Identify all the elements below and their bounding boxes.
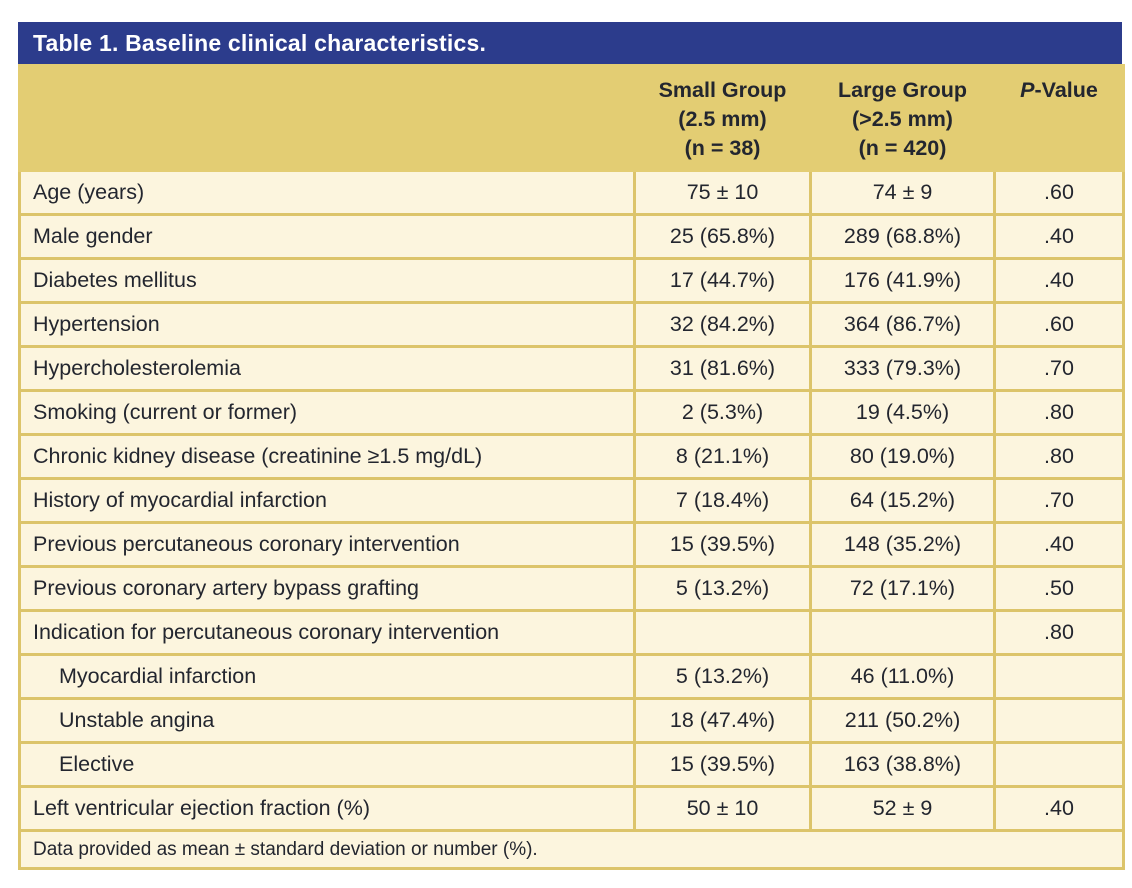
table-row: Age (years) 75 ± 10 74 ± 9 .60	[18, 169, 1125, 216]
cell-pvalue: .70	[993, 477, 1125, 524]
footnote: Data provided as mean ± standard deviati…	[18, 829, 1125, 870]
cell-small-group: 32 (84.2%)	[633, 301, 812, 348]
cell-small-group: 25 (65.8%)	[633, 213, 812, 260]
table-row: Left ventricular ejection fraction (%) 5…	[18, 785, 1125, 832]
header-row: Small Group (2.5 mm) (n = 38) Large Grou…	[18, 64, 1125, 172]
cell-pvalue: .40	[993, 257, 1125, 304]
row-label: Chronic kidney disease (creatinine ≥1.5 …	[18, 433, 636, 480]
cell-pvalue: .60	[993, 301, 1125, 348]
cell-small-group: 8 (21.1%)	[633, 433, 812, 480]
cell-small-group: 31 (81.6%)	[633, 345, 812, 392]
cell-small-group: 7 (18.4%)	[633, 477, 812, 524]
table-row: Previous coronary artery bypass grafting…	[18, 565, 1125, 612]
cell-large-group: 364 (86.7%)	[809, 301, 996, 348]
row-label: Previous coronary artery bypass grafting	[18, 565, 636, 612]
cell-pvalue: .60	[993, 169, 1125, 216]
row-label: Male gender	[18, 213, 636, 260]
cell-small-group: 2 (5.3%)	[633, 389, 812, 436]
cell-small-group: 50 ± 10	[633, 785, 812, 832]
row-label: Myocardial infarction	[18, 653, 636, 700]
row-label: Hypertension	[18, 301, 636, 348]
cell-large-group: 74 ± 9	[809, 169, 996, 216]
cell-pvalue: .80	[993, 433, 1125, 480]
column-header-small-group: Small Group (2.5 mm) (n = 38)	[633, 64, 812, 172]
cell-pvalue	[993, 741, 1125, 788]
table-body: Age (years) 75 ± 10 74 ± 9 .60 Male gend…	[18, 169, 1125, 832]
row-label: History of myocardial infarction	[18, 477, 636, 524]
cell-small-group: 75 ± 10	[633, 169, 812, 216]
table-row: Hypertension 32 (84.2%) 364 (86.7%) .60	[18, 301, 1125, 348]
table-row: Diabetes mellitus 17 (44.7%) 176 (41.9%)…	[18, 257, 1125, 304]
table-row: History of myocardial infarction 7 (18.4…	[18, 477, 1125, 524]
cell-small-group: 15 (39.5%)	[633, 741, 812, 788]
cell-pvalue: .40	[993, 213, 1125, 260]
cell-large-group: 163 (38.8%)	[809, 741, 996, 788]
cell-small-group	[633, 609, 812, 656]
table-row: Smoking (current or former) 2 (5.3%) 19 …	[18, 389, 1125, 436]
table-container: Table 1. Baseline clinical characteristi…	[18, 22, 1125, 870]
cell-large-group: 19 (4.5%)	[809, 389, 996, 436]
cell-large-group: 52 ± 9	[809, 785, 996, 832]
cell-large-group: 148 (35.2%)	[809, 521, 996, 568]
table-row: Previous percutaneous coronary intervent…	[18, 521, 1125, 568]
cell-pvalue	[993, 697, 1125, 744]
cell-pvalue: .40	[993, 521, 1125, 568]
cell-pvalue: .50	[993, 565, 1125, 612]
table-row: Unstable angina 18 (47.4%) 211 (50.2%)	[18, 697, 1125, 744]
column-header-large-group: Large Group (>2.5 mm) (n = 420)	[809, 64, 996, 172]
row-label: Left ventricular ejection fraction (%)	[18, 785, 636, 832]
cell-pvalue: .80	[993, 609, 1125, 656]
table-row: Elective 15 (39.5%) 163 (38.8%)	[18, 741, 1125, 788]
footnote-row: Data provided as mean ± standard deviati…	[18, 829, 1125, 870]
row-label: Hypercholesterolemia	[18, 345, 636, 392]
row-label: Elective	[18, 741, 636, 788]
cell-large-group: 80 (19.0%)	[809, 433, 996, 480]
row-label: Age (years)	[18, 169, 636, 216]
cell-large-group: 176 (41.9%)	[809, 257, 996, 304]
characteristics-table: Small Group (2.5 mm) (n = 38) Large Grou…	[18, 64, 1125, 870]
cell-large-group	[809, 609, 996, 656]
cell-pvalue: .40	[993, 785, 1125, 832]
row-label: Diabetes mellitus	[18, 257, 636, 304]
cell-pvalue: .70	[993, 345, 1125, 392]
row-label: Indication for percutaneous coronary int…	[18, 609, 636, 656]
column-header-pvalue: P-Value	[993, 64, 1125, 172]
table-row: Myocardial infarction 5 (13.2%) 46 (11.0…	[18, 653, 1125, 700]
table-row: Male gender 25 (65.8%) 289 (68.8%) .40	[18, 213, 1125, 260]
row-label: Smoking (current or former)	[18, 389, 636, 436]
column-header-variable	[18, 64, 636, 172]
row-label: Unstable angina	[18, 697, 636, 744]
table-title-bar: Table 1. Baseline clinical characteristi…	[18, 22, 1122, 64]
cell-large-group: 333 (79.3%)	[809, 345, 996, 392]
table-header: Small Group (2.5 mm) (n = 38) Large Grou…	[18, 64, 1125, 172]
cell-small-group: 5 (13.2%)	[633, 565, 812, 612]
cell-large-group: 72 (17.1%)	[809, 565, 996, 612]
cell-small-group: 5 (13.2%)	[633, 653, 812, 700]
table-row: Chronic kidney disease (creatinine ≥1.5 …	[18, 433, 1125, 480]
cell-small-group: 15 (39.5%)	[633, 521, 812, 568]
cell-large-group: 289 (68.8%)	[809, 213, 996, 260]
cell-large-group: 46 (11.0%)	[809, 653, 996, 700]
cell-small-group: 17 (44.7%)	[633, 257, 812, 304]
cell-pvalue: .80	[993, 389, 1125, 436]
row-label: Previous percutaneous coronary intervent…	[18, 521, 636, 568]
table-row: Indication for percutaneous coronary int…	[18, 609, 1125, 656]
cell-large-group: 211 (50.2%)	[809, 697, 996, 744]
cell-pvalue	[993, 653, 1125, 700]
table-row: Hypercholesterolemia 31 (81.6%) 333 (79.…	[18, 345, 1125, 392]
cell-large-group: 64 (15.2%)	[809, 477, 996, 524]
cell-small-group: 18 (47.4%)	[633, 697, 812, 744]
table-title: Table 1. Baseline clinical characteristi…	[33, 30, 487, 56]
table-footer: Data provided as mean ± standard deviati…	[18, 829, 1125, 870]
